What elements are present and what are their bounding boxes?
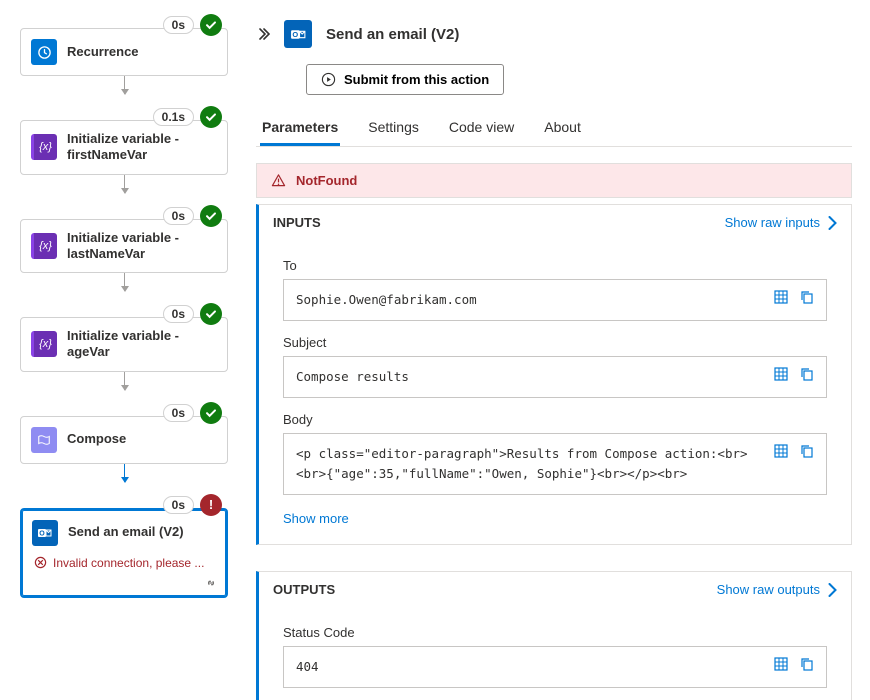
tab-about[interactable]: About	[542, 111, 583, 146]
body-label: Body	[283, 412, 827, 427]
status-code-value: 404	[296, 657, 764, 677]
node-time-badge: 0.1s	[153, 108, 194, 126]
node-title: Initialize variable - lastNameVar	[67, 230, 217, 263]
node-title: Initialize variable - firstNameVar	[67, 131, 217, 164]
check-icon	[200, 205, 222, 227]
link-icon	[204, 576, 218, 590]
submit-from-action-button[interactable]: Submit from this action	[306, 64, 504, 95]
node-time-badge: 0s	[163, 16, 194, 34]
action-detail-panel: O Send an email (V2) Submit from this ac…	[248, 0, 870, 700]
to-value-box: Sophie.Owen@fabrikam.com	[283, 279, 827, 321]
node-title: Recurrence	[67, 44, 139, 60]
subject-label: Subject	[283, 335, 827, 350]
to-value: Sophie.Owen@fabrikam.com	[296, 290, 764, 310]
check-icon	[200, 106, 222, 128]
copy-icon[interactable]	[800, 367, 814, 381]
inputs-section: INPUTS Show raw inputs To Sophie.Owen@fa…	[256, 204, 852, 545]
show-more-link[interactable]: Show more	[283, 511, 349, 526]
flow-connector	[20, 273, 228, 299]
grid-icon[interactable]	[774, 367, 788, 381]
warning-icon	[271, 173, 286, 188]
inputs-heading: INPUTS	[273, 215, 321, 230]
status-code-label: Status Code	[283, 625, 827, 640]
outputs-heading: OUTPUTS	[273, 582, 335, 597]
node-time-badge: 0s	[163, 305, 194, 323]
flow-connector	[20, 464, 228, 490]
flow-node-init-firstname[interactable]: {x} Initialize variable - firstNameVar	[20, 120, 228, 175]
to-label: To	[283, 258, 827, 273]
variable-icon: {x}	[31, 233, 57, 259]
flow-connector	[20, 175, 228, 201]
node-title: Send an email (V2)	[68, 524, 184, 540]
detail-tabs: Parameters Settings Code view About	[256, 111, 852, 147]
outlook-icon: O	[32, 520, 58, 546]
node-title: Initialize variable - ageVar	[67, 328, 217, 361]
compose-icon	[31, 427, 57, 453]
copy-icon[interactable]	[800, 444, 814, 458]
flow-node-init-age[interactable]: {x} Initialize variable - ageVar	[20, 317, 228, 372]
check-icon	[200, 303, 222, 325]
chevron-right-icon	[828, 216, 837, 230]
grid-icon[interactable]	[774, 290, 788, 304]
flow-canvas: 0s Recurrence 0.1s {x} Initialize variab…	[0, 0, 248, 700]
collapse-icon[interactable]	[256, 27, 270, 41]
detail-title: Send an email (V2)	[326, 26, 459, 43]
show-raw-inputs-link[interactable]: Show raw inputs	[725, 215, 837, 230]
flow-node-send-email[interactable]: O Send an email (V2) Invalid connection,…	[20, 508, 228, 598]
svg-text:O: O	[292, 30, 298, 39]
outputs-section: OUTPUTS Show raw outputs Status Code 404	[256, 571, 852, 700]
flow-connector	[20, 372, 228, 398]
copy-icon[interactable]	[800, 290, 814, 304]
clock-icon	[31, 39, 57, 65]
play-icon	[321, 72, 336, 87]
flow-connector	[20, 76, 228, 102]
node-time-badge: 0s	[163, 404, 194, 422]
node-time-badge: 0s	[163, 496, 194, 514]
status-code-value-box: 404	[283, 646, 827, 688]
check-icon	[200, 402, 222, 424]
tab-code-view[interactable]: Code view	[447, 111, 516, 146]
node-error-message: Invalid connection, please ...	[22, 556, 226, 580]
body-value-box: <p class="editor-paragraph">Results from…	[283, 433, 827, 495]
subject-value: Compose results	[296, 367, 764, 387]
show-raw-outputs-link[interactable]: Show raw outputs	[717, 582, 837, 597]
svg-text:O: O	[39, 530, 45, 537]
body-value: <p class="editor-paragraph">Results from…	[296, 444, 764, 484]
error-icon: !	[200, 494, 222, 516]
error-banner: NotFound	[256, 163, 852, 198]
flow-node-init-lastname[interactable]: {x} Initialize variable - lastNameVar	[20, 219, 228, 274]
variable-icon: {x}	[31, 134, 57, 160]
copy-icon[interactable]	[800, 657, 814, 671]
variable-icon: {x}	[31, 331, 57, 357]
grid-icon[interactable]	[774, 657, 788, 671]
outlook-icon: O	[284, 20, 312, 48]
node-title: Compose	[67, 431, 126, 447]
check-icon	[200, 14, 222, 36]
tab-parameters[interactable]: Parameters	[260, 111, 340, 146]
tab-settings[interactable]: Settings	[366, 111, 421, 146]
node-time-badge: 0s	[163, 207, 194, 225]
chevron-right-icon	[828, 583, 837, 597]
subject-value-box: Compose results	[283, 356, 827, 398]
grid-icon[interactable]	[774, 444, 788, 458]
